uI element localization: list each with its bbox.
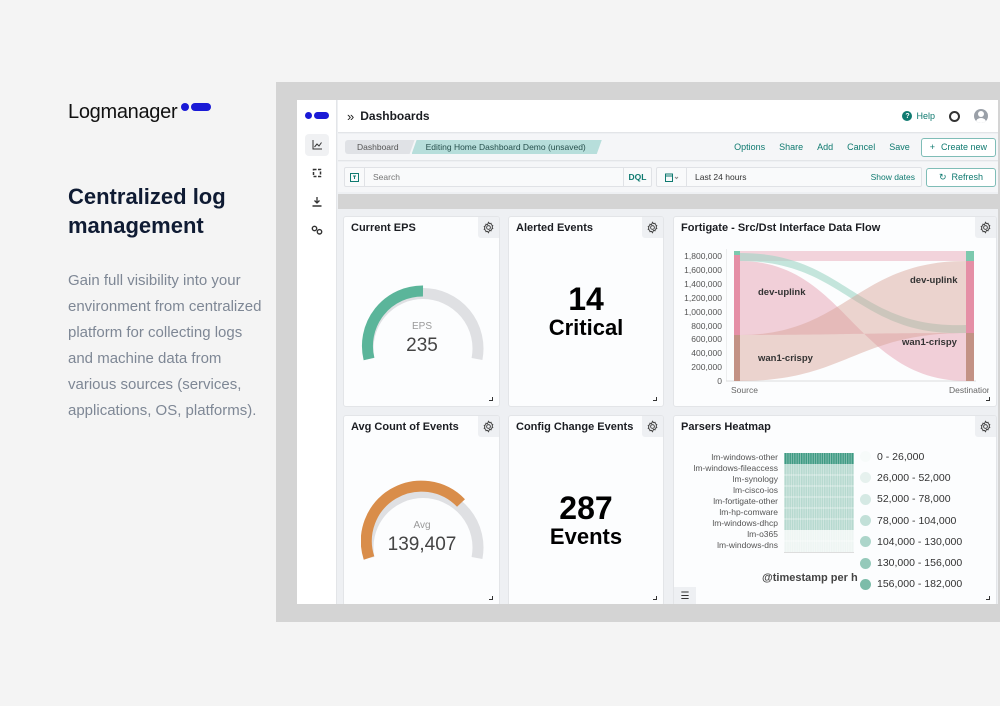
show-dates-button[interactable]: Show dates: [870, 172, 915, 182]
panel-title: Fortigate - Src/Dst Interface Data Flow: [681, 222, 881, 234]
help-link[interactable]: ? Help: [902, 111, 935, 121]
panel-parsers-heatmap: Parsers Heatmap lm-windows-other lm-windo…: [673, 415, 997, 604]
brand-name: Logmanager: [68, 101, 178, 123]
refresh-icon: ↻: [938, 171, 947, 182]
query-language-button[interactable]: DQL: [623, 168, 651, 186]
calendar-icon[interactable]: [657, 168, 687, 186]
heatmap-x-axis-label: @timestamp per h: [762, 572, 858, 584]
gauge-value: 139,407: [387, 534, 457, 555]
resize-handle[interactable]: [986, 596, 990, 600]
brand-mark-icon: [181, 103, 212, 111]
query-bar: DQL Last 24 hours Show dates ↻Refresh: [338, 162, 998, 192]
chart-line-icon[interactable]: [305, 134, 329, 156]
resize-handle[interactable]: [489, 397, 493, 401]
x-axis-label: Destination: [949, 385, 989, 395]
heatmap-row-labels: lm-windows-other lm-windows-fileaccess lm-…: [693, 452, 778, 550]
resize-handle[interactable]: [489, 596, 493, 600]
gear-icon[interactable]: [478, 416, 499, 437]
panel-title: Avg Count of Events: [351, 421, 459, 433]
side-nav: [297, 100, 337, 604]
resize-handle[interactable]: [986, 397, 990, 401]
source-node-label: wan1-crispy: [758, 353, 813, 364]
eps-gauge: [361, 285, 484, 361]
gauge-value: 235: [406, 335, 438, 356]
plus-icon: +: [929, 142, 935, 152]
metric-display: 287 Events: [509, 492, 663, 550]
language-globe-icon[interactable]: [949, 110, 960, 122]
resize-handle[interactable]: [653, 397, 657, 401]
save-button[interactable]: Save: [889, 142, 910, 152]
gear-icon[interactable]: [975, 217, 996, 238]
user-avatar[interactable]: [974, 109, 988, 123]
resize-handle[interactable]: [653, 596, 657, 600]
metric-label: Critical: [548, 315, 624, 340]
saved-query-icon[interactable]: [345, 168, 365, 186]
gear-icon[interactable]: [642, 416, 663, 437]
top-bar: » Dashboards ? Help: [338, 100, 998, 133]
legend-item: 130,000 - 156,000: [860, 552, 962, 573]
y-axis-ticks: 1,800,000 1,600,000 1,400,000 1,200,000 1,00…: [684, 251, 722, 387]
gauge-label: Avg: [413, 520, 431, 531]
legend-item: 104,000 - 130,000: [860, 531, 962, 552]
download-icon[interactable]: [305, 191, 329, 213]
panel-title: Current EPS: [351, 222, 416, 234]
dest-node-label: dev-uplink: [910, 275, 958, 286]
breadcrumb-dashboard[interactable]: Dashboard: [345, 140, 415, 154]
heatmap-legend: 0 - 26,000 26,000 - 52,000 52,000 - 78,0…: [860, 446, 962, 595]
avg-gauge: [361, 480, 484, 560]
expand-nav-icon[interactable]: »: [347, 108, 355, 124]
app-window: » Dashboards ? Help Dashboard Editing Hom…: [297, 100, 998, 604]
gear-icon[interactable]: [975, 416, 996, 437]
marketing-headline: Centralized log management: [68, 184, 226, 238]
search-box: DQL: [344, 167, 652, 187]
marketing-description: Gain full visibility into your environme…: [68, 272, 262, 419]
panel-current-eps: Current EPS EPS 235: [343, 216, 500, 407]
source-node-label: dev-uplink: [758, 287, 806, 298]
panel-alerted-events: Alerted Events 14 Critical: [508, 216, 664, 407]
breadcrumb-current: Editing Home Dashboard Demo (unsaved): [412, 140, 602, 154]
search-input[interactable]: [365, 168, 623, 186]
brand-logo: Logmanager: [68, 101, 212, 124]
panel-title: Config Change Events: [516, 421, 634, 433]
cancel-button[interactable]: Cancel: [847, 142, 876, 152]
page-title: Dashboards: [360, 109, 430, 123]
create-new-button[interactable]: + Create new: [920, 137, 996, 157]
add-button[interactable]: Add: [817, 142, 834, 152]
help-icon: ?: [902, 111, 913, 121]
x-axis-label: Source: [731, 385, 758, 395]
panel-title: Parsers Heatmap: [681, 421, 771, 433]
dest-node-label: wan1-crispy: [902, 337, 957, 348]
panel-config-change: Config Change Events 287 Events: [508, 415, 664, 604]
time-range-value[interactable]: Last 24 hours: [695, 172, 747, 182]
metric-value: 287: [559, 490, 613, 526]
date-picker: Last 24 hours Show dates: [656, 167, 922, 187]
refresh-button[interactable]: ↻ Refresh: [926, 167, 996, 187]
legend-item: 0 - 26,000: [860, 446, 962, 467]
metric-display: 14 Critical: [509, 283, 663, 341]
settings-gears-icon[interactable]: [305, 219, 329, 241]
legend-toggle-list-icon[interactable]: ☰: [674, 587, 696, 604]
heatmap-grid: [784, 453, 854, 553]
gear-icon[interactable]: [478, 217, 499, 238]
action-bar: Dashboard Editing Home Dashboard Demo (u…: [338, 134, 998, 161]
metric-label: Events: [549, 524, 623, 549]
sankey-chart: [726, 249, 976, 382]
toolbar-separator: [338, 194, 998, 209]
metric-value: 14: [568, 281, 604, 317]
options-button[interactable]: Options: [734, 142, 766, 152]
panel-title: Alerted Events: [516, 222, 594, 234]
legend-item: 26,000 - 52,000: [860, 467, 962, 488]
legend-item: 156,000 - 182,000: [860, 574, 962, 595]
gear-icon[interactable]: [642, 217, 663, 238]
gauge-label: EPS: [411, 321, 432, 332]
panel-avg-count: Avg Count of Events Avg 139,407: [343, 415, 500, 604]
app-logo-icon: [305, 112, 329, 119]
share-button[interactable]: Share: [779, 142, 804, 152]
legend-item: 52,000 - 78,000: [860, 489, 962, 510]
legend-item: 78,000 - 104,000: [860, 510, 962, 531]
panel-data-flow: Fortigate - Src/Dst Interface Data Flow …: [673, 216, 997, 407]
integrations-icon[interactable]: [305, 162, 329, 184]
